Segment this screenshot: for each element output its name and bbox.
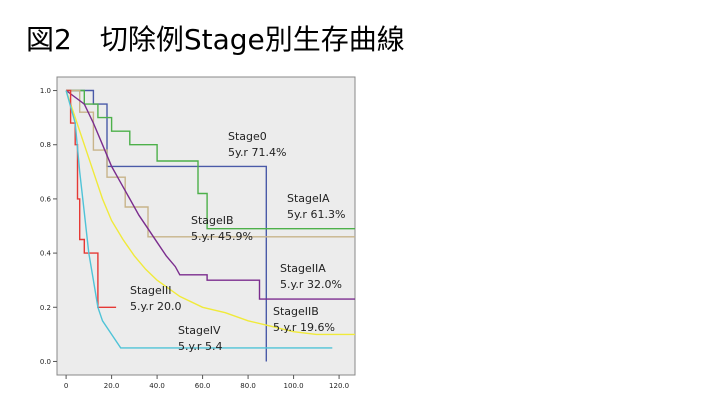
y-tick-label: 0.4 xyxy=(40,250,52,258)
x-tick-label: 40.0 xyxy=(149,382,165,390)
survival-curve xyxy=(66,89,267,362)
y-tick-label: 0.0 xyxy=(40,358,51,366)
annotation-label: StageIIB xyxy=(273,305,319,318)
x-tick-label: 100.0 xyxy=(284,382,304,390)
y-tick-label: 0.8 xyxy=(40,141,51,149)
annotation-label: StageIV xyxy=(178,324,221,337)
x-tick-label: 0 xyxy=(64,382,68,390)
annotation-text: 5y.r 71.4% xyxy=(228,146,286,159)
x-tick-label: 120.0 xyxy=(329,382,349,390)
y-tick-label: 0.2 xyxy=(40,304,51,312)
y-tick-label: 1.0 xyxy=(40,87,51,95)
annotation-label: Stage0 xyxy=(228,130,267,143)
survival-curve xyxy=(65,90,355,336)
annotation-text: 5.y.r 45.9% xyxy=(191,230,253,243)
survival-curve xyxy=(66,89,355,230)
annotation-text: 5.y.r 5.4 xyxy=(178,340,222,353)
x-tick-label: 20.0 xyxy=(104,382,120,390)
x-tick-label: 60.0 xyxy=(195,382,211,390)
annotation-text: 5y.r 61.3% xyxy=(287,208,345,221)
annotation-text: 5.y.r 20.0 xyxy=(130,300,181,313)
survival-curve xyxy=(66,89,355,238)
annotation-label: StageIB xyxy=(191,214,234,227)
y-tick-label: 0.6 xyxy=(40,195,52,203)
x-tick-label: 80.0 xyxy=(240,382,256,390)
annotation-label: StageIIA xyxy=(280,262,326,275)
survival-curve xyxy=(65,90,333,349)
annotation-label: StageIA xyxy=(287,192,330,205)
annotation-text: 5.y.r 32.0% xyxy=(280,278,342,291)
annotation-label: StageIII xyxy=(130,284,172,297)
survival-curve xyxy=(65,89,355,300)
slide-title: 図2 切除例Stage別生存曲線 xyxy=(26,23,405,56)
survival-curve xyxy=(66,89,117,308)
annotation-text: 5.y.r 19.6% xyxy=(273,321,335,334)
